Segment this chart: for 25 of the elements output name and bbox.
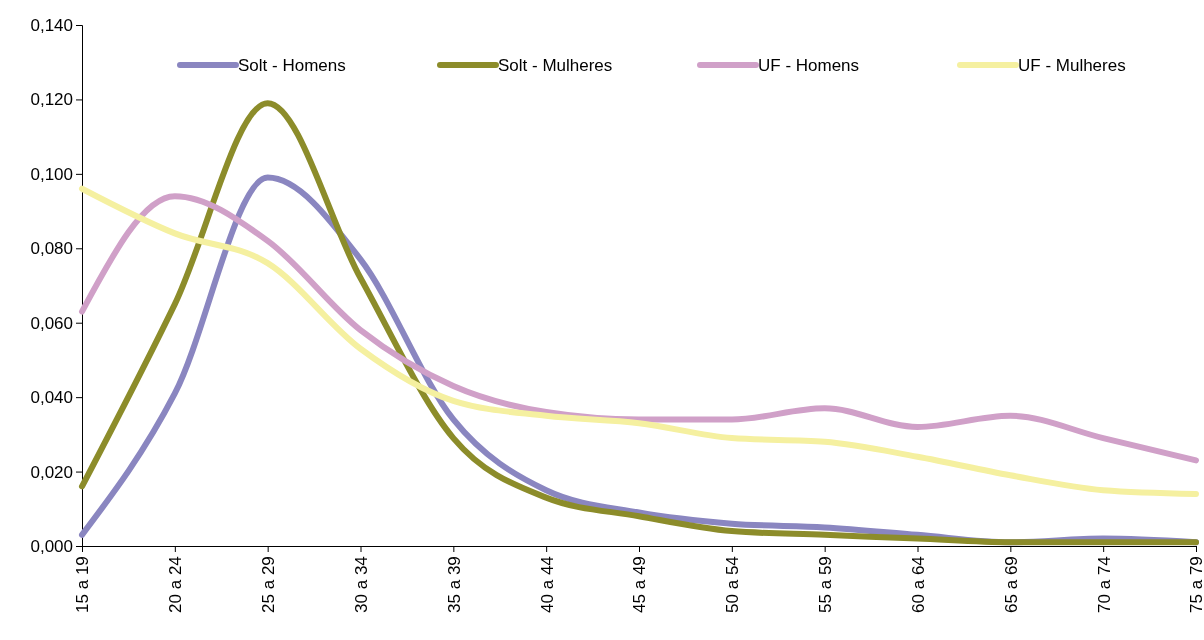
x-tick-label: 35 a 39 <box>444 556 464 613</box>
x-tick-label: 25 a 29 <box>259 556 279 613</box>
legend-label: Solt - Mulheres <box>498 55 613 75</box>
x-tick-label: 30 a 34 <box>351 556 371 613</box>
x-tick-label: 70 a 74 <box>1094 556 1114 613</box>
legend-label: UF - Homens <box>758 55 860 75</box>
x-tick-label: 60 a 64 <box>908 556 928 613</box>
x-tick-label: 75 a 79 <box>1187 556 1204 613</box>
y-tick-label: 0,040 <box>30 388 73 408</box>
x-tick-label: 45 a 49 <box>630 556 650 613</box>
x-tick-label: 40 a 44 <box>537 556 557 613</box>
x-tick-label: 65 a 69 <box>1001 556 1021 613</box>
y-tick-label: 0,060 <box>30 313 73 333</box>
legend-label: Solt - Homens <box>238 55 346 75</box>
x-tick-label: 20 a 24 <box>166 556 186 613</box>
y-tick-label: 0,100 <box>30 164 73 184</box>
y-tick-label: 0,000 <box>30 536 73 556</box>
x-tick-label: 15 a 19 <box>73 556 93 613</box>
y-tick-label: 0,020 <box>30 462 73 482</box>
y-tick-label: 0,080 <box>30 239 73 259</box>
y-tick-label: 0,140 <box>30 15 73 35</box>
legend-label: UF - Mulheres <box>1018 55 1126 75</box>
y-tick-label: 0,120 <box>30 90 73 110</box>
x-tick-label: 50 a 54 <box>723 556 743 613</box>
x-tick-label: 55 a 59 <box>816 556 836 613</box>
